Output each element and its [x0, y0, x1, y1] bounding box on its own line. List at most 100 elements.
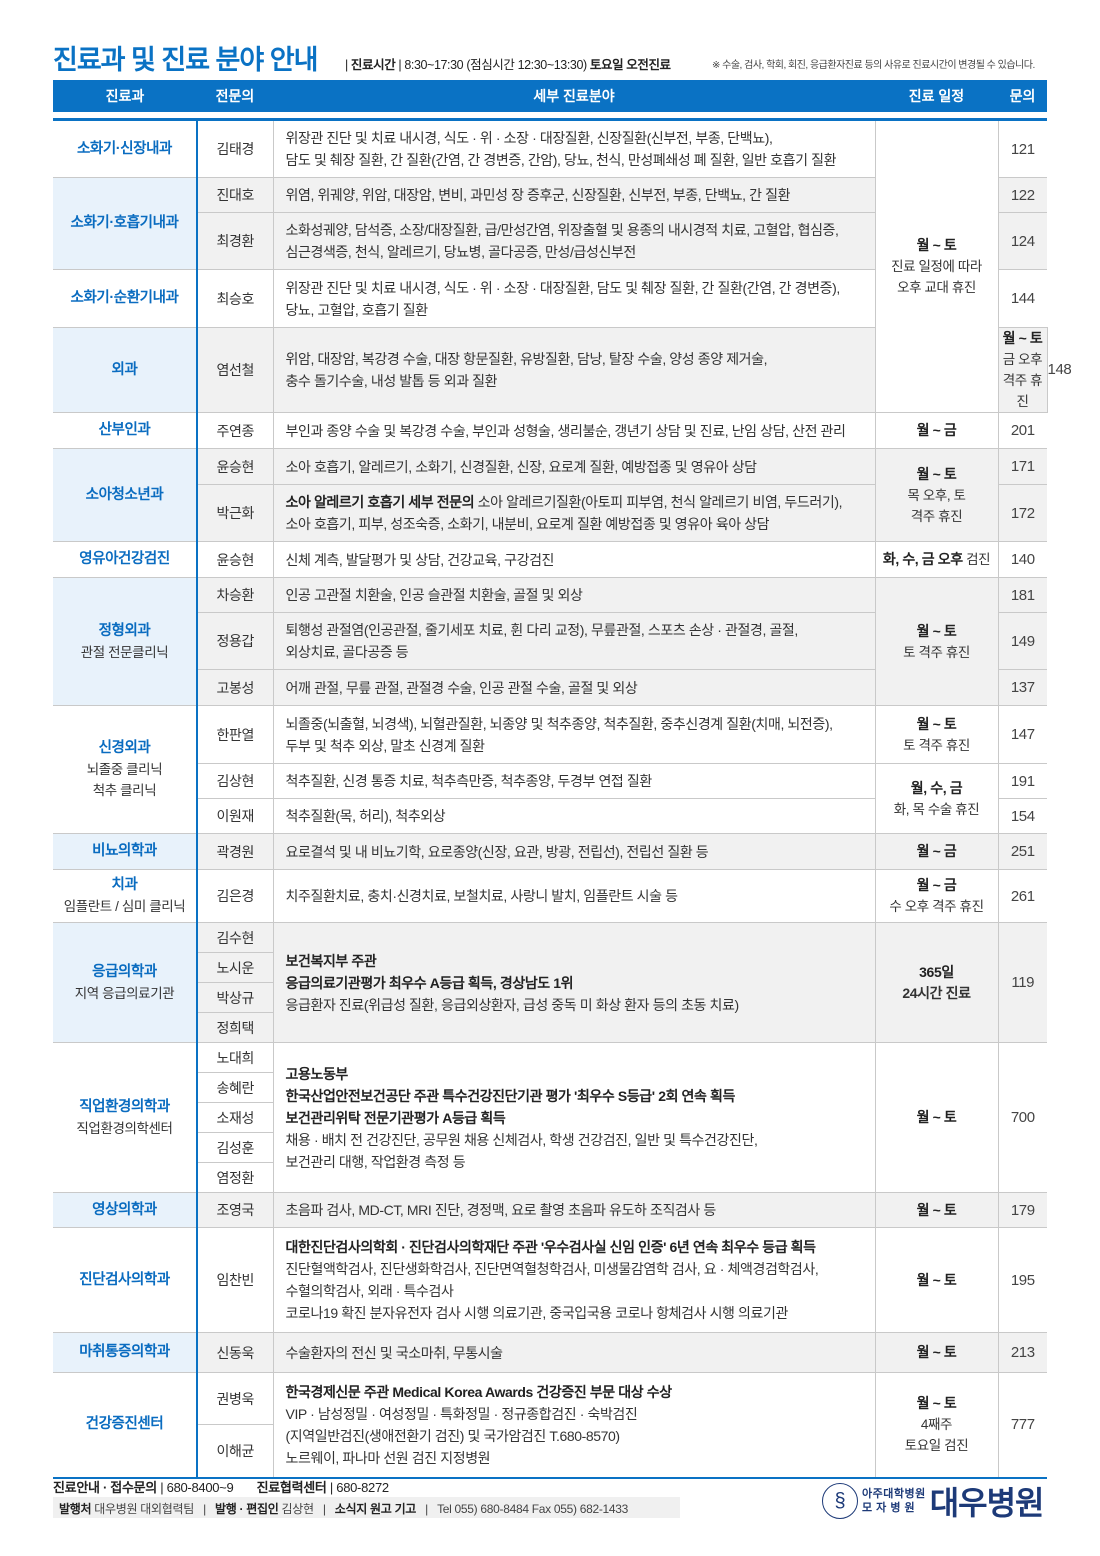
detail-line: 치주질환치료, 충치·신경치료, 보철치료, 사랑니 발치, 임플란트 시술 등: [285, 888, 678, 904]
doctor-name: 진대호: [196, 177, 273, 213]
detail-line: (지역일반검진(생애전환기 검진) 및 국가암검진 T.680-8570): [285, 1427, 621, 1444]
schedule-main: 월 ~ 토: [916, 1201, 957, 1218]
detail-line: 담도 및 췌장 질환, 간 질환(간염, 간 경변증, 간암), 당뇨, 천식,…: [285, 152, 837, 168]
doctor-name: 권병욱: [196, 1372, 273, 1425]
department-label: 신경외과: [98, 740, 151, 756]
schedule-cell: 365일 24시간 진료: [874, 922, 998, 1043]
phone-extension: 251: [997, 833, 1047, 870]
detail-line: VIP · 남성정밀 · 여성정밀 · 특화정밀 · 정규종합검진 · 숙박검진: [285, 1405, 638, 1422]
detail-cell: 퇴행성 관절염(인공관절, 줄기세포 치료, 휜 다리 교정), 무릎관절, 스…: [272, 612, 875, 670]
department-label: 응급의학과: [92, 963, 157, 980]
table-row: 응급의학과 지역 응급의료기관 김수현 보건복지부 주관 응급의료기관평가 최우수 A등…: [53, 922, 1047, 1043]
doctor-name: 고봉성: [197, 669, 273, 706]
department-name: 소화기·신장내과: [53, 119, 198, 178]
doctor-name: 곽경원: [196, 833, 273, 870]
department-label: 외과: [111, 361, 138, 378]
doctor-name: 주연종: [196, 412, 273, 449]
header-schedule: 진료 일정: [908, 88, 965, 104]
detail-line: 부인과 종양 수술 및 복강경 수술, 부인과 성형술, 생리불순, 갱년기 상…: [285, 422, 846, 439]
table-row: 김성훈: [53, 1132, 1047, 1163]
detail-line: 소아 호흡기, 피부, 성조숙증, 소화기, 내분비, 요로계 질환 예방접종 …: [285, 516, 770, 532]
table-row: 비뇨의학과 곽경원 요로결석 및 내 비뇨기학, 요로종양(신장, 요관, 방광, …: [53, 833, 1047, 870]
doctor-name: 김상현: [197, 763, 273, 799]
detail-line: 척추질환(목, 허리), 척추외상: [285, 808, 446, 824]
phone-extension: 119: [997, 922, 1047, 1043]
phone-extension: 144: [997, 269, 1047, 328]
phone-extension: 261: [997, 869, 1047, 923]
schedule-main: 월 ~ 토: [916, 1271, 957, 1288]
schedule-note: 토 격주 휴진: [903, 644, 970, 660]
table-row: 치과 임플란트 / 심미 클리닉 김은경 치주질환치료, 충치·신경치료, 보철치료,…: [53, 869, 1047, 923]
schedule-cell: 월 ~ 토 진료 일정에 따라 오후 교대 휴진: [874, 119, 998, 413]
phone-extension: 700: [997, 1042, 1047, 1193]
detail-line: 위장관 진단 및 치료 내시경, 식도 · 위 · 소장 · 대장질환, 담도 …: [285, 279, 841, 296]
doctor-name: 염정환: [197, 1162, 273, 1193]
table-row: 최경환 소화성궤양, 담석증, 소장/대장질환, 급/만성간염, 위장출혈 및 용…: [53, 212, 1047, 270]
detail-cell: 한국경제신문 주관 Medical Korea Awards 건강증진 부문 대…: [272, 1372, 875, 1478]
schedule-main: 월 ~ 토: [916, 237, 957, 253]
detail-line: 어깨 관절, 무릎 관절, 관절경 수술, 인공 관절 수술, 골절 및 외상: [285, 679, 638, 696]
detail-line: 충수 돌기수술, 내성 발톱 등 외과 질환: [285, 373, 498, 389]
schedule-note: 토 격주 휴진: [903, 737, 970, 753]
phone-extension: 137: [997, 669, 1047, 706]
detail-line: 채용 · 배치 전 건강진단, 공무원 채용 신체검사, 학생 건강검진, 일반…: [285, 1131, 758, 1148]
department-label: 영유아건강검진: [79, 551, 170, 567]
table-row: 정용갑 퇴행성 관절염(인공관절, 줄기세포 치료, 휜 다리 교정), 무릎관절…: [53, 612, 1047, 670]
department-name: 신경외과 뇌졸중 클리닉 척추 클리닉: [53, 705, 198, 834]
schedule-main: 월 ~ 토: [916, 1109, 957, 1125]
table-row: 건강증진센터 권병욱 한국경제신문 주관 Medical Korea Awards …: [53, 1372, 1047, 1478]
schedule-main: 월 ~ 토: [916, 622, 957, 639]
schedule-cell: 월 ~ 토: [874, 1042, 998, 1193]
doctor-name: 소재성: [197, 1102, 273, 1133]
detail-highlight: 한국산업안전보건공단 주관 특수건강진단기관 평가 '최우수 S등급' 2회 연…: [285, 1087, 736, 1104]
schedule-main: 월 ~ 금: [916, 877, 957, 893]
doctor-name: 차승환: [196, 577, 273, 613]
detail-line: 보건관리 대행, 작업환경 측정 등: [285, 1153, 466, 1170]
detail-line: 소아 호흡기, 알레르기, 소화기, 신경질환, 신장, 요로계 질환, 예방접…: [285, 458, 758, 475]
phone-extension: 122: [997, 177, 1047, 213]
table-row: 송혜란: [53, 1072, 1047, 1103]
schedule-cell: 화, 수, 금 오후 검진: [874, 541, 998, 578]
department-name: 영유아건강검진: [53, 541, 198, 578]
department-label: 건강증진센터: [85, 1416, 164, 1433]
page-title: 진료과 및 진료 분야 안내: [53, 45, 318, 75]
schedule-note: 오후 교대 휴진: [897, 280, 976, 295]
detail-line: 퇴행성 관절염(인공관절, 줄기세포 치료, 휜 다리 교정), 무릎관절, 스…: [285, 622, 799, 638]
phone-extension: 154: [997, 798, 1047, 834]
detail-cell: 신체 계측, 발달평가 및 상담, 건강교육, 구강검진: [272, 541, 875, 578]
table-row: 이해균: [53, 1424, 1047, 1478]
doctor-name: 박근화: [197, 484, 273, 542]
department-label: 치과: [111, 877, 138, 893]
table-row: 노시운: [53, 952, 1047, 983]
detail-highlight: 한국경제신문 주관 Medical Korea Awards 건강증진 부문 대…: [285, 1383, 673, 1400]
department-label: 소화기·순환기내과: [70, 290, 179, 306]
department-name: 응급의학과 지역 응급의료기관: [53, 922, 198, 1043]
department-subtitle: 임플란트 / 심미 클리닉: [63, 899, 186, 914]
detail-cell: 위장관 진단 및 치료 내시경, 식도 · 위 · 소장 · 대장질환, 담도 …: [272, 269, 875, 328]
schedule-cell: 월 ~ 금: [874, 412, 998, 449]
department-name: 산부인과: [53, 412, 198, 449]
schedule-cell: 월 ~ 금: [874, 833, 998, 870]
detail-highlight: 응급의료기관평가 최우수 A등급 획득, 경상남도 1위: [285, 974, 574, 991]
department-label: 비뇨의학과: [92, 843, 157, 859]
doctor-name: 염선철: [196, 327, 273, 413]
detail-line: 진단혈액학검사, 진단생화학검사, 진단면역혈청학검사, 미생물감염학 검사, …: [285, 1261, 819, 1277]
schedule-main: 월 ~ 토: [916, 715, 957, 732]
phone-extension: 201: [997, 412, 1047, 449]
doctor-name: 노시운: [197, 952, 273, 983]
department-name: 마취통증의학과: [53, 1332, 198, 1373]
clinic-hours: | 진료시간 | 8:30~17:30 (점심시간 12:30~13:30) 토…: [345, 58, 671, 72]
department-name: 소아청소년과: [53, 448, 198, 542]
phone-extension: 179: [997, 1192, 1047, 1228]
doctor-name: 노대희: [196, 1042, 273, 1073]
detail-cell: 척추질환(목, 허리), 척추외상: [272, 798, 875, 834]
phone-extension: 191: [997, 763, 1047, 799]
detail-lead: 소아 알레르기 호흡기 세부 전문의: [285, 494, 475, 510]
detail-line: 위장관 진단 및 치료 내시경, 식도 · 위 · 소장 · 대장질환, 신장질…: [285, 130, 773, 146]
detail-cell: 어깨 관절, 무릎 관절, 관절경 수술, 인공 관절 수술, 골절 및 외상: [272, 669, 875, 706]
detail-line: 코로나19 확진 분자유전자 검사 시행 의료기관, 중국입국용 코로나 항체검…: [285, 1305, 789, 1321]
table-row: 소재성: [53, 1102, 1047, 1133]
